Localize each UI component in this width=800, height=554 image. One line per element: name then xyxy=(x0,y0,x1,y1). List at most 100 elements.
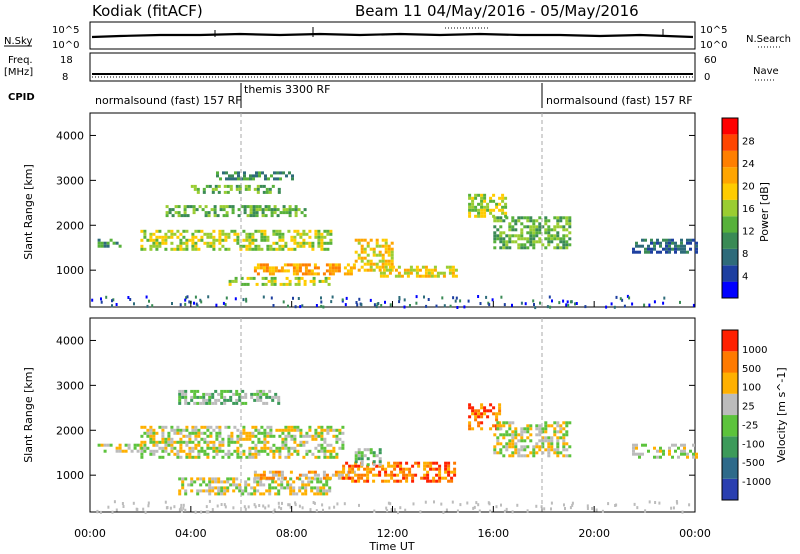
velocity-cell xyxy=(500,503,502,507)
velocity-cell xyxy=(323,437,327,441)
velocity-cell xyxy=(471,427,475,431)
velocity-cell xyxy=(260,431,264,435)
velocity-cell xyxy=(444,470,448,474)
power-cell xyxy=(255,282,259,286)
power-cell xyxy=(381,244,385,248)
x-tick-label: 04:00 xyxy=(175,527,207,540)
power-cell xyxy=(499,240,503,244)
power-cell xyxy=(299,305,302,309)
velocity-cell xyxy=(695,455,698,459)
velocity-cell xyxy=(568,421,572,425)
power-cell xyxy=(300,276,304,280)
power-cell xyxy=(360,303,363,307)
power-cell xyxy=(289,263,293,267)
power-cell xyxy=(204,211,208,215)
colorbar-tick-label: -500 xyxy=(742,458,765,469)
power-cell xyxy=(477,214,481,218)
velocity-cell xyxy=(338,428,342,432)
power-cell xyxy=(246,276,250,280)
velocity-cell xyxy=(278,455,282,459)
power-cell xyxy=(323,229,327,233)
power-cell xyxy=(258,208,262,212)
power-cell xyxy=(270,296,273,300)
velocity-cell xyxy=(562,448,566,452)
power-cell xyxy=(215,238,219,242)
velocity-cell xyxy=(266,452,270,456)
power-cell xyxy=(245,244,249,248)
power-cell xyxy=(209,244,213,248)
velocity-cell xyxy=(378,470,382,474)
power-cell xyxy=(369,298,372,302)
power-cell xyxy=(550,234,554,238)
power-cell xyxy=(280,269,284,273)
power-cell xyxy=(267,177,270,181)
power-cell xyxy=(418,268,422,272)
power-cell xyxy=(265,266,269,270)
velocity-cell xyxy=(111,510,114,514)
power-echo-region xyxy=(228,276,331,286)
colorbar-segment xyxy=(722,372,738,394)
velocity-cell xyxy=(535,442,539,446)
velocity-cell xyxy=(277,401,281,405)
velocity-cell xyxy=(310,470,314,474)
velocity-cell xyxy=(423,464,427,468)
velocity-cell xyxy=(508,445,512,449)
power-cell xyxy=(695,247,698,251)
power-cell xyxy=(257,229,261,233)
velocity-cell xyxy=(662,452,665,456)
velocity-cell xyxy=(653,446,656,450)
velocity-cell xyxy=(372,460,376,464)
velocity-cell xyxy=(298,489,302,493)
velocity-ylabel: Slant Range [km] xyxy=(22,367,35,463)
power-cell xyxy=(686,241,689,245)
velocity-cell xyxy=(239,434,243,438)
power-cell xyxy=(331,263,335,267)
power-cell xyxy=(191,235,195,239)
power-cell xyxy=(360,250,364,254)
power-cell xyxy=(565,240,569,244)
power-cell xyxy=(248,232,252,236)
power-cell xyxy=(168,208,172,212)
velocity-cell xyxy=(236,440,240,444)
power-cell xyxy=(295,269,299,273)
power-cell xyxy=(441,296,444,300)
power-cell xyxy=(190,184,194,188)
velocity-cell xyxy=(180,509,183,513)
velocity-cell xyxy=(348,464,352,468)
power-cell xyxy=(256,263,260,267)
velocity-cell xyxy=(540,505,543,509)
power-cell xyxy=(635,241,638,245)
power-cell xyxy=(112,241,116,245)
power-cell xyxy=(276,177,279,181)
power-cell xyxy=(390,259,394,263)
power-cell xyxy=(427,274,431,278)
velocity-cell xyxy=(496,442,500,446)
power-echo-region xyxy=(165,205,307,218)
velocity-cell xyxy=(218,440,222,444)
velocity-cell xyxy=(393,508,396,512)
power-cell xyxy=(547,243,551,247)
velocity-cell xyxy=(253,480,257,484)
power-cell xyxy=(380,304,383,307)
velocity-cell xyxy=(115,446,119,450)
velocity-cell xyxy=(140,455,144,459)
velocity-cell xyxy=(502,445,506,449)
velocity-cell xyxy=(193,389,197,393)
power-echo-region xyxy=(354,238,394,272)
power-cell xyxy=(493,219,497,223)
power-cell xyxy=(381,238,385,242)
power-cell xyxy=(498,208,502,212)
velocity-cell xyxy=(520,448,524,452)
velocity-cell xyxy=(280,470,284,474)
velocity-cell xyxy=(208,489,212,493)
velocity-cell xyxy=(169,506,172,510)
power-cell xyxy=(471,208,475,212)
power-cell xyxy=(517,219,521,223)
velocity-cell xyxy=(211,508,214,512)
velocity-cell xyxy=(221,449,225,453)
velocity-cell xyxy=(677,446,680,450)
velocity-cell xyxy=(499,433,503,437)
power-cell xyxy=(496,216,500,220)
power-cell xyxy=(526,231,530,235)
velocity-cell xyxy=(178,492,182,496)
